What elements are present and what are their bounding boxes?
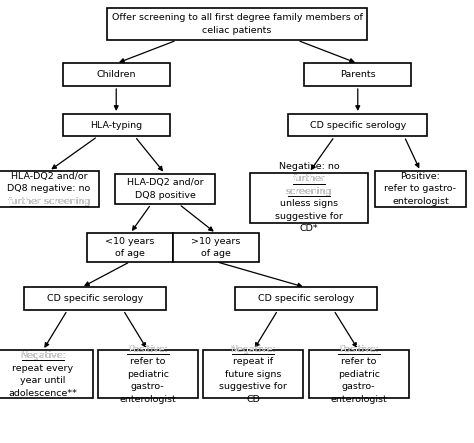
Text: further: further — [292, 175, 326, 183]
Text: HLA-DQ2 and/or: HLA-DQ2 and/or — [127, 178, 203, 187]
FancyBboxPatch shape — [250, 173, 368, 222]
Text: gastro-: gastro- — [131, 382, 164, 391]
FancyBboxPatch shape — [309, 350, 409, 398]
Text: refer to gastro-: refer to gastro- — [384, 184, 456, 194]
Text: screening: screening — [286, 187, 332, 196]
Text: repeat every: repeat every — [12, 364, 73, 373]
Text: DQ8 positive: DQ8 positive — [135, 190, 195, 200]
FancyBboxPatch shape — [235, 288, 376, 310]
Text: CD specific serology: CD specific serology — [47, 294, 144, 303]
Text: screening: screening — [286, 187, 332, 196]
Text: Negative: no: Negative: no — [279, 162, 339, 171]
Text: adolescence**: adolescence** — [9, 389, 77, 397]
Text: celiac patients: celiac patients — [202, 26, 272, 35]
Text: repeat if: repeat if — [233, 358, 273, 366]
Text: CD specific serology: CD specific serology — [310, 120, 406, 130]
FancyBboxPatch shape — [375, 171, 466, 207]
Text: further screening: further screening — [8, 197, 90, 206]
FancyBboxPatch shape — [115, 174, 215, 204]
Text: Children: Children — [97, 70, 136, 79]
Text: Parents: Parents — [340, 70, 375, 79]
Text: Offer screening to all first degree family members of: Offer screening to all first degree fami… — [111, 13, 363, 22]
Text: Negative:: Negative: — [230, 345, 276, 354]
FancyBboxPatch shape — [107, 8, 367, 40]
Text: >10 years: >10 years — [191, 237, 241, 246]
Text: HLA-DQ2 and/or: HLA-DQ2 and/or — [10, 172, 87, 181]
Text: suggestive for: suggestive for — [275, 212, 343, 221]
Text: refer to: refer to — [341, 358, 376, 366]
Text: enterologist: enterologist — [392, 197, 449, 206]
FancyBboxPatch shape — [63, 114, 170, 136]
FancyBboxPatch shape — [304, 63, 411, 86]
Text: Positive:: Positive: — [128, 345, 168, 354]
Text: pediatric: pediatric — [337, 370, 380, 379]
Text: unless signs: unless signs — [280, 199, 338, 208]
Text: enterologist: enterologist — [330, 395, 387, 404]
Text: pediatric: pediatric — [127, 370, 169, 379]
Text: CD: CD — [246, 395, 260, 404]
FancyBboxPatch shape — [0, 350, 93, 398]
FancyBboxPatch shape — [25, 288, 166, 310]
Text: Positive:: Positive: — [128, 345, 168, 354]
Text: year until: year until — [20, 376, 65, 385]
FancyBboxPatch shape — [87, 233, 173, 262]
Text: HLA-typing: HLA-typing — [90, 120, 142, 130]
Text: Positive:: Positive: — [401, 172, 440, 181]
FancyBboxPatch shape — [0, 171, 99, 207]
Text: Positive:: Positive: — [339, 345, 379, 354]
Text: suggestive for: suggestive for — [219, 382, 287, 391]
Text: further screening: further screening — [8, 197, 90, 206]
Text: refer to: refer to — [130, 358, 165, 366]
FancyBboxPatch shape — [203, 350, 303, 398]
Text: Negative:: Negative: — [20, 351, 66, 360]
Text: of age: of age — [115, 249, 145, 258]
Text: CD*: CD* — [300, 224, 319, 233]
Text: DQ8 negative: no: DQ8 negative: no — [7, 184, 91, 194]
FancyBboxPatch shape — [288, 114, 428, 136]
FancyBboxPatch shape — [173, 233, 259, 262]
Text: CD specific serology: CD specific serology — [258, 294, 354, 303]
Text: <10 years: <10 years — [106, 237, 155, 246]
Text: of age: of age — [201, 249, 231, 258]
Text: future signs: future signs — [225, 370, 282, 379]
Text: Negative:: Negative: — [230, 345, 276, 354]
Text: enterologist: enterologist — [119, 395, 176, 404]
Text: gastro-: gastro- — [342, 382, 375, 391]
Text: Negative:: Negative: — [20, 351, 66, 360]
FancyBboxPatch shape — [63, 63, 170, 86]
FancyBboxPatch shape — [98, 350, 198, 398]
Text: Positive:: Positive: — [339, 345, 379, 354]
Text: further: further — [292, 175, 326, 183]
